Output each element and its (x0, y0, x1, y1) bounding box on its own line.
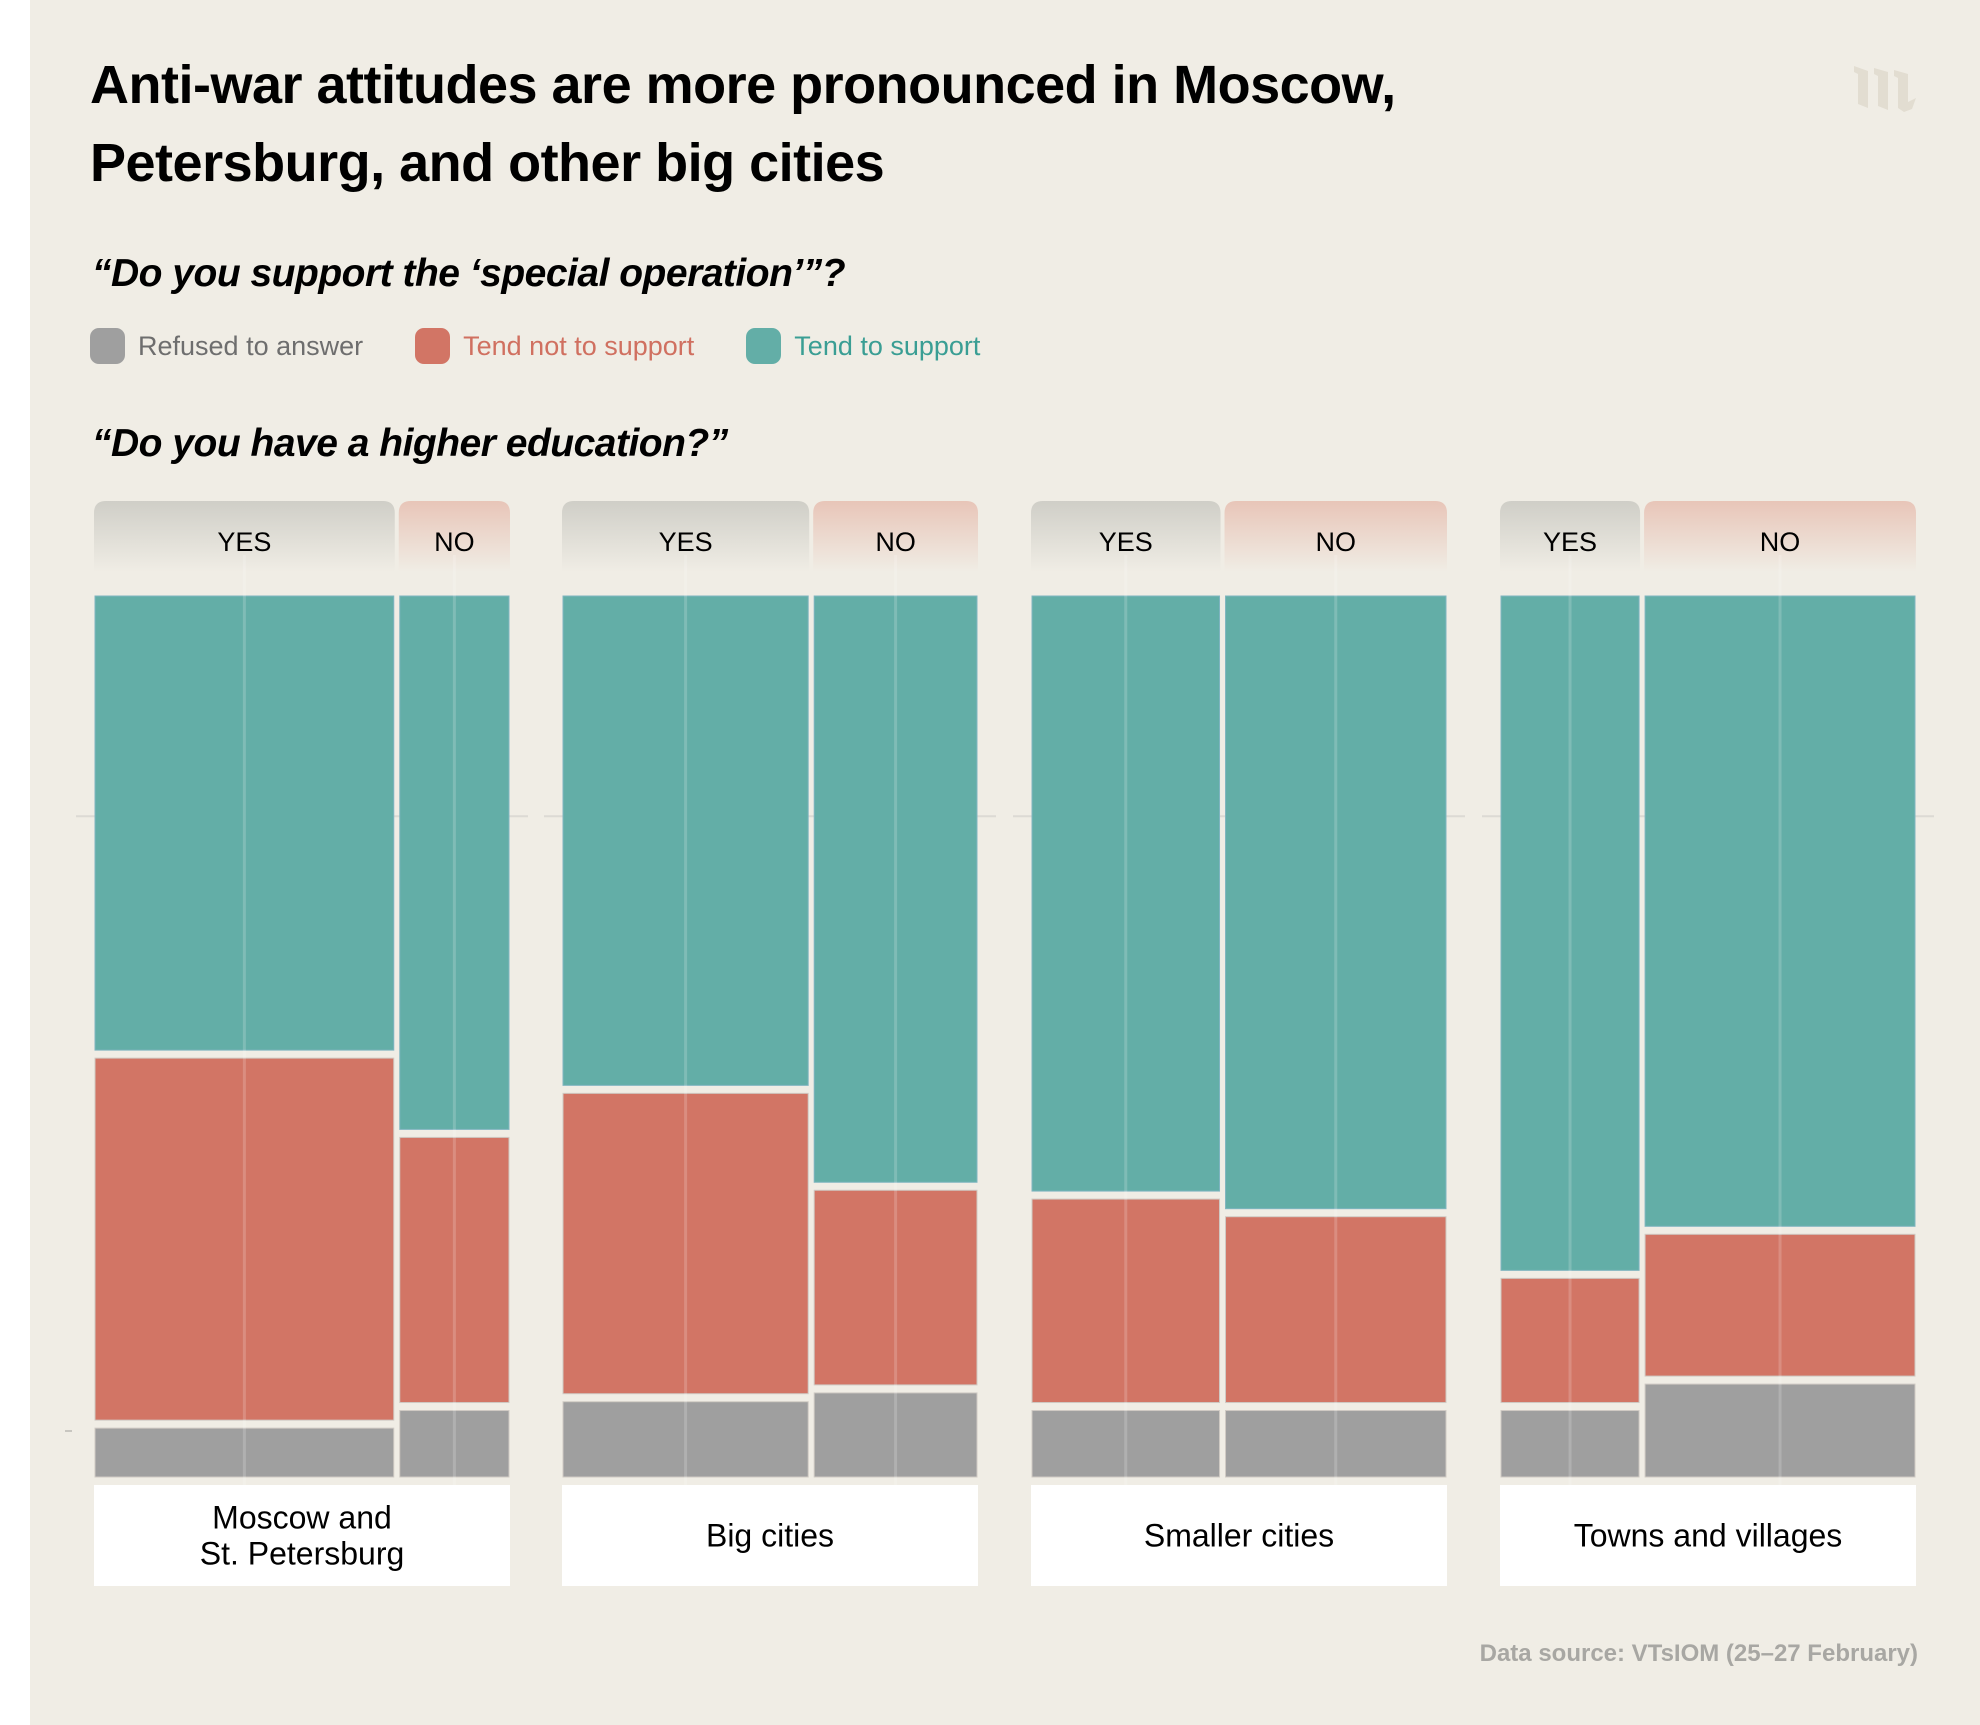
legend: Refused to answer Tend not to support Te… (90, 328, 1032, 364)
bar-segment-refused (399, 1410, 510, 1478)
bar-segment-support (399, 595, 510, 1130)
group-label: Towns and villages (1574, 1518, 1843, 1554)
group-label-box (562, 1485, 978, 1586)
column-header-yes (562, 501, 810, 572)
column-header-label: YES (217, 527, 271, 557)
group-label-box (1500, 1485, 1916, 1586)
column-header-label: NO (434, 527, 475, 557)
bar-segment-not-support (813, 1189, 978, 1386)
bar-segment-support (1031, 595, 1221, 1192)
legend-item-not-support: Tend not to support (415, 328, 694, 364)
bar-segment-not-support (1500, 1277, 1640, 1404)
bar-segment-support (562, 595, 809, 1086)
bar-segment-support (1644, 595, 1916, 1227)
bar-segment-refused (94, 1427, 395, 1478)
legend-swatch-refused (90, 328, 125, 364)
group-label-box (94, 1485, 510, 1586)
legend-swatch-support (746, 328, 782, 364)
bar-segment-support (94, 595, 395, 1051)
legend-item-refused: Refused to answer (90, 328, 363, 364)
group-label: St. Petersburg (200, 1536, 405, 1572)
column-header-no (1644, 501, 1916, 572)
legend-swatch-not-support (415, 328, 451, 364)
column-header-yes (1500, 501, 1641, 572)
bar-segment-not-support (1225, 1216, 1447, 1404)
column-header-yes (94, 501, 395, 572)
bar-segment-not-support (562, 1092, 809, 1395)
bar-segment-not-support (399, 1136, 510, 1404)
column-header-label: YES (1099, 527, 1153, 557)
bar-segment-refused (1225, 1410, 1447, 1478)
group-label-box (1031, 1485, 1447, 1586)
column-header-no (813, 501, 978, 572)
education-question: “Do you have a higher education?” (92, 422, 728, 465)
group-label: Big cities (706, 1518, 834, 1554)
column-header-yes (1031, 501, 1221, 572)
legend-label-refused: Refused to answer (138, 331, 364, 361)
chart-title: Anti-war attitudes are more pronounced i… (90, 55, 1396, 193)
bar-segment-not-support (94, 1057, 395, 1421)
bar-segment-not-support (1644, 1233, 1916, 1377)
legend-item-support: Tend to support (746, 328, 980, 364)
data-source: Data source: VTsIOM (25–27 February) (1479, 1640, 1918, 1667)
column-header-label: NO (875, 527, 916, 557)
column-header-no (398, 501, 510, 572)
legend-label-not-support: Tend not to support (463, 331, 695, 361)
meduza-logo-icon (1854, 66, 1916, 112)
column-header-label: NO (1760, 527, 1801, 557)
bar-segment-not-support (1031, 1198, 1221, 1404)
column-header-label: YES (659, 527, 713, 557)
column-header-label: NO (1316, 527, 1357, 557)
bar-segment-refused (1644, 1383, 1916, 1478)
legend-label-support: Tend to support (794, 331, 981, 361)
support-question: “Do you support the ‘special operation’”… (92, 252, 846, 295)
bar-segment-refused (1500, 1410, 1640, 1478)
bar-segment-support (1225, 595, 1447, 1210)
column-header-label: YES (1543, 527, 1597, 557)
column-header-no (1224, 501, 1447, 572)
bar-segment-support (813, 595, 978, 1183)
bar-segment-refused (1031, 1410, 1221, 1478)
group-label: Moscow and (212, 1500, 392, 1536)
bar-segment-refused (813, 1392, 978, 1478)
bar-segment-support (1500, 595, 1640, 1271)
group-label: Smaller cities (1144, 1518, 1334, 1554)
bar-segment-refused (562, 1401, 809, 1478)
